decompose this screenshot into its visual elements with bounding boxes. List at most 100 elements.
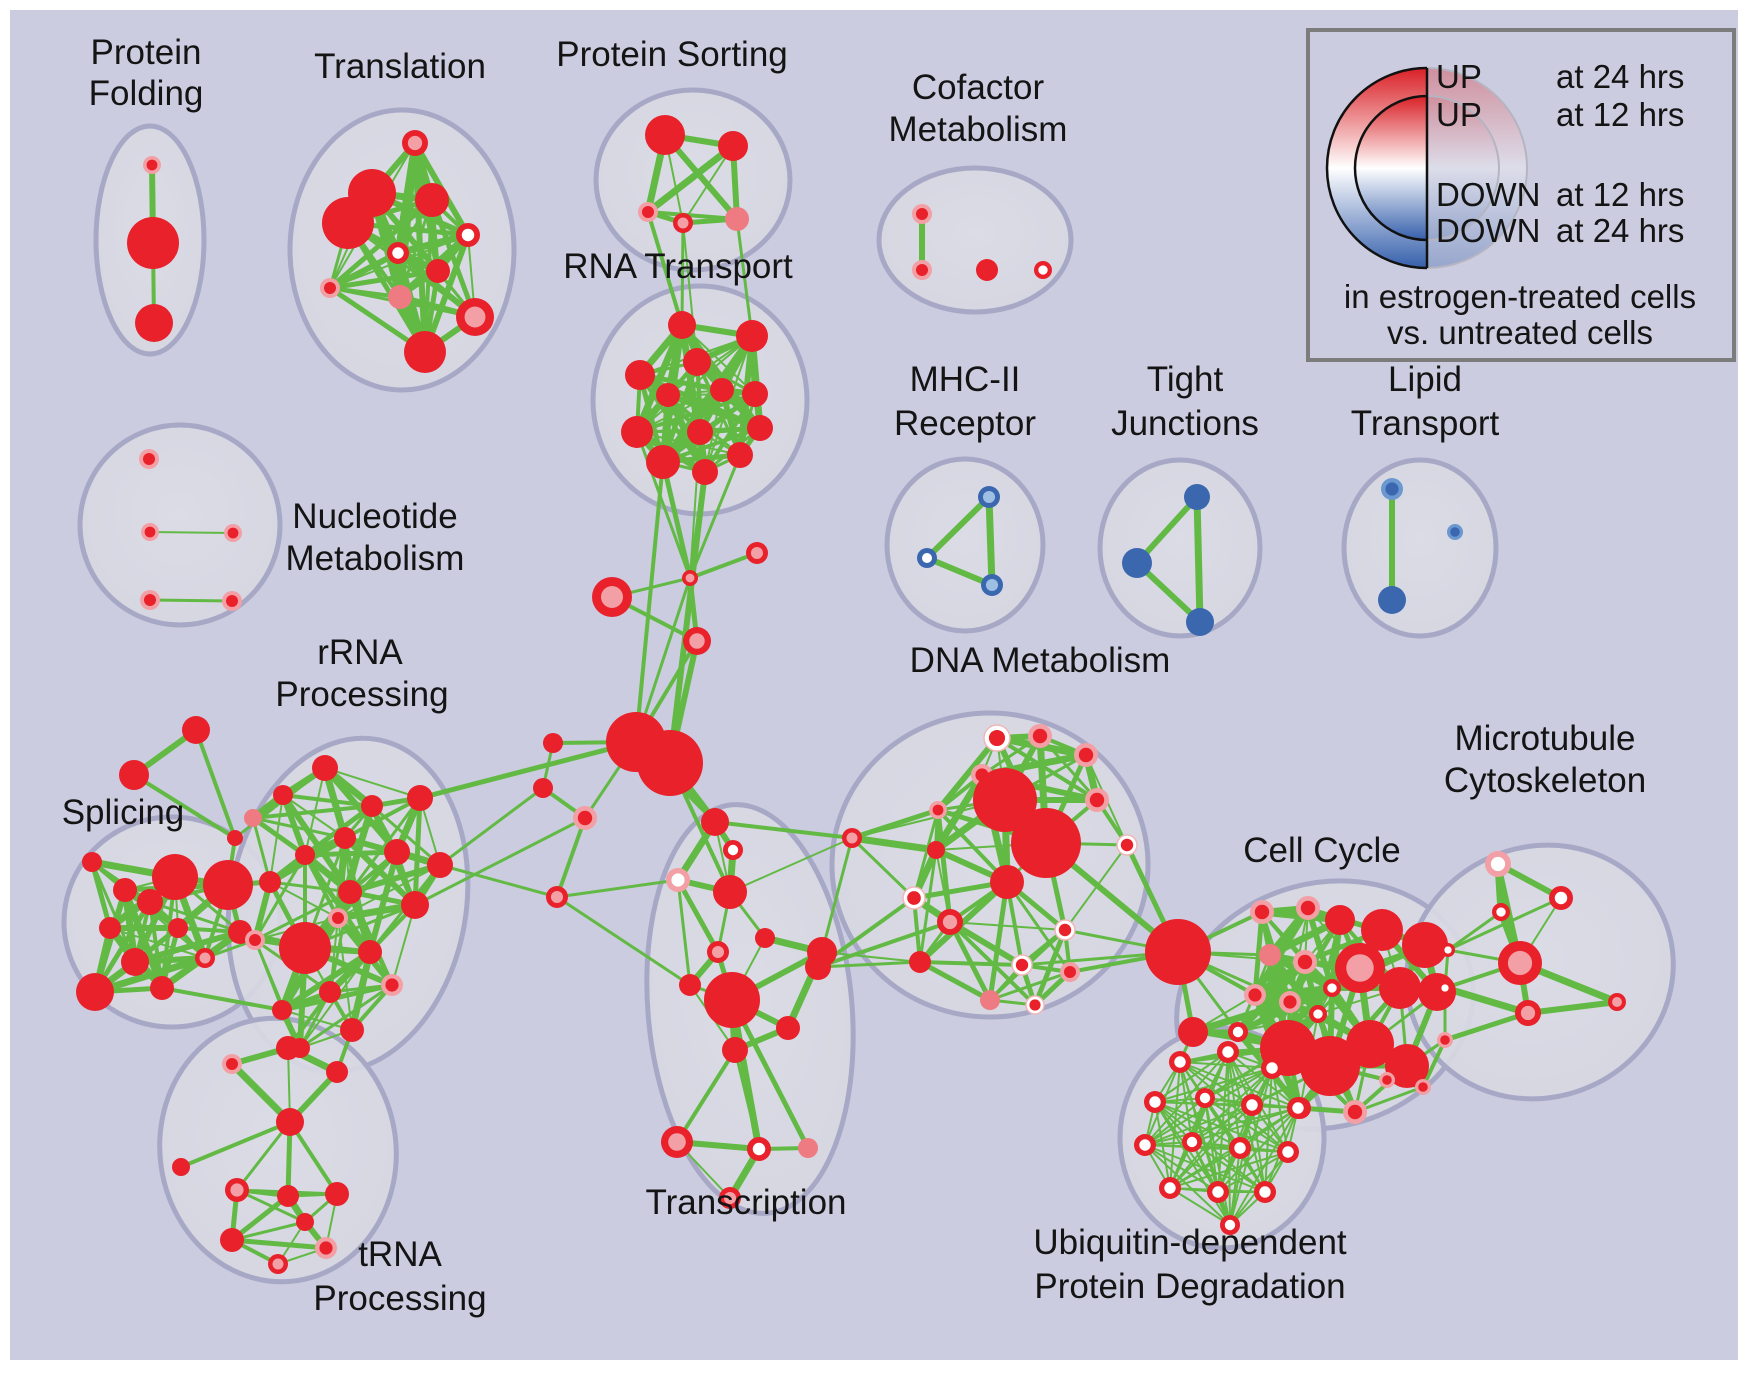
node-connector-6 [543, 733, 563, 753]
node-ubiquitin-0-core [1174, 1056, 1186, 1068]
node-cell-cycle-13-core [1313, 1009, 1323, 1019]
edge [1191, 1141, 1231, 1226]
node-translation-5-core [392, 247, 404, 259]
node-trna-8 [220, 1228, 244, 1252]
edge [288, 1120, 339, 1196]
edge [1229, 1104, 1253, 1226]
edge [1038, 735, 1099, 801]
cluster-label-trna: Processing [313, 1279, 486, 1318]
node-rna-transport-3 [683, 348, 711, 376]
edge [324, 767, 421, 799]
edge [636, 392, 756, 434]
node-tight-junctions-0 [1184, 484, 1210, 510]
node-cell-cycle-11-core [1248, 988, 1262, 1002]
legend-row-direction-0: UP [1436, 58, 1482, 95]
node-lipid-transport-0-core [1385, 482, 1399, 496]
node-cell-cycle-1-core [1300, 900, 1316, 916]
node-ubiquitin-13-core [1259, 1186, 1271, 1198]
node-microtubule-4-core [1441, 984, 1449, 992]
node-cofactor-metabolism-0-core [916, 208, 928, 220]
cluster-label-cell-cycle: Cell Cycle [1243, 831, 1401, 870]
node-microtubule-6-core [1520, 1005, 1536, 1021]
node-splicing-6 [168, 918, 188, 938]
node-protein-sorting-2-core [642, 206, 654, 218]
cluster-label-ubiquitin: Ubiquitin-dependent [1033, 1223, 1347, 1262]
edge [1229, 1067, 1273, 1226]
node-rrna-18 [272, 1000, 292, 1020]
node-dna-10-core [907, 891, 921, 905]
node-rna-transport-1 [736, 320, 768, 352]
edge-link [556, 895, 691, 987]
node-rna-transport-7 [747, 415, 773, 441]
node-connector-11 [119, 760, 149, 790]
edge [1154, 1051, 1229, 1103]
node-rrna-14 [358, 940, 382, 964]
edge-link [439, 786, 544, 867]
node-trna-10-core [272, 1258, 284, 1270]
node-rrna-9 [259, 871, 281, 893]
node-translation-8 [388, 285, 412, 309]
node-dna-11-core [942, 914, 958, 930]
node-microtubule-2-core [1496, 907, 1506, 917]
node-ubiquitin-4-core [1199, 1092, 1211, 1104]
cluster-label-transcription: Transcription [646, 1183, 847, 1222]
edge [367, 851, 400, 953]
edge [269, 881, 339, 919]
edge [1444, 1010, 1529, 1043]
node-protein-sorting-4 [725, 207, 749, 231]
edge [1527, 999, 1618, 1016]
edge [1169, 1187, 1231, 1226]
edge [149, 531, 234, 534]
node-splicing-0 [152, 854, 198, 900]
legend-row-time-0: at 24 hrs [1556, 58, 1684, 95]
node-splicing-2 [82, 852, 102, 872]
node-ubiquitin-9-core [1234, 1142, 1246, 1154]
node-cell-cycle-10-core [1327, 983, 1337, 993]
node-tight-junctions-2 [1186, 608, 1214, 636]
edge [645, 143, 736, 215]
node-translation-2 [415, 183, 449, 217]
node-rrna-19 [340, 1018, 364, 1042]
node-trna-4 [172, 1158, 190, 1176]
edge [231, 1220, 306, 1242]
cluster-ellipse-mhc-ii-receptor [884, 456, 1046, 634]
node-trna-0 [276, 1036, 300, 1060]
node-translation-9-core [464, 306, 486, 328]
node-rrna-0 [312, 755, 338, 781]
node-rrna-1 [273, 785, 293, 805]
node-rna-transport-10 [646, 445, 680, 479]
node-transcription-2-core [671, 873, 685, 887]
node-microtubule-7-core [1612, 997, 1622, 1007]
edge [1264, 1067, 1273, 1193]
node-connector-1-core [601, 586, 623, 608]
edge [1169, 1151, 1289, 1189]
edge [1169, 1147, 1241, 1189]
cluster-label-dna: DNA Metabolism [910, 641, 1171, 680]
node-transcription-4 [755, 928, 775, 948]
node-rna-transport-6 [742, 381, 768, 407]
cluster-label-lipid-transport: Lipid [1388, 360, 1462, 399]
node-mhc-ii-receptor-0-core [982, 490, 996, 504]
edge [1443, 984, 1530, 1017]
node-splicing-4 [137, 889, 163, 915]
edge [236, 1188, 306, 1224]
edge-link [1354, 1085, 1424, 1114]
edge-link [689, 431, 701, 579]
cluster-label-rrna: rRNA [317, 633, 403, 672]
edge [1191, 998, 1292, 1036]
edge-link [194, 729, 237, 839]
node-rna-transport-5 [656, 383, 680, 407]
edge [180, 1120, 291, 1169]
node-cell-cycle-9-core [1297, 954, 1313, 970]
edge [344, 796, 421, 840]
edge [348, 797, 422, 893]
edge [675, 878, 721, 954]
node-cell-cycle-3 [1361, 909, 1403, 951]
node-rrna-13-core [249, 934, 261, 946]
cluster-label-cofactor-metabolism: Cofactor [912, 68, 1045, 107]
edge [682, 145, 734, 224]
edge [1447, 896, 1562, 952]
edge-link [660, 461, 693, 579]
edge [1191, 1141, 1266, 1193]
